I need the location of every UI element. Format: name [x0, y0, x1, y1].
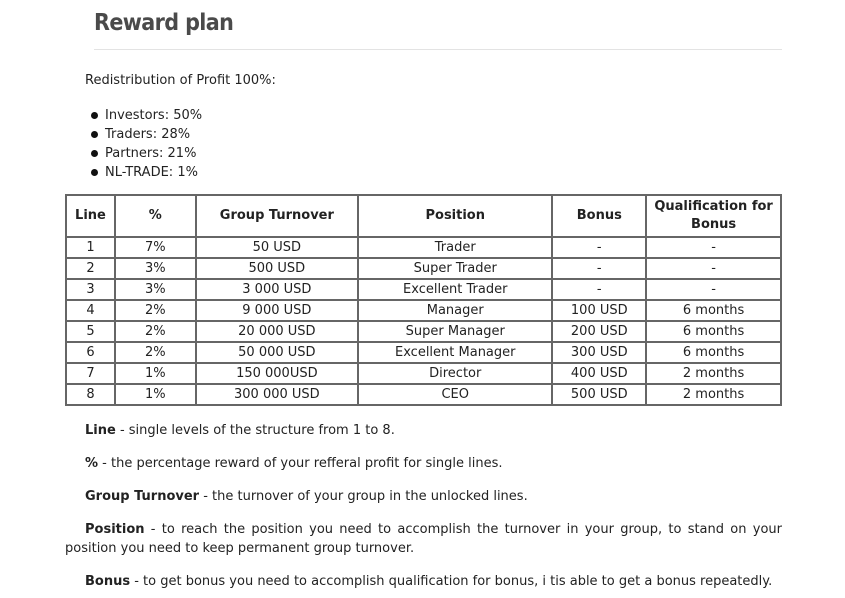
cell-line: 8	[65, 383, 116, 406]
cell-bonus: 100 USD	[551, 299, 648, 322]
cell-percent: 2%	[113, 320, 197, 343]
cell-position: CEO	[357, 383, 554, 406]
title-divider	[94, 49, 782, 50]
cell-group-turnover: 3 000 USD	[194, 278, 360, 301]
definition-text: - to reach the position you need to acco…	[65, 522, 782, 556]
cell-percent: 1%	[113, 362, 197, 385]
definition-text: - single levels of the structure from 1 …	[115, 423, 395, 438]
table-row: 4 2% 9 000 USD Manager 100 USD 6 months	[65, 299, 782, 322]
cell-qualification: -	[645, 236, 782, 259]
cell-bonus: 500 USD	[551, 383, 648, 406]
table-row: 3 3% 3 000 USD Excellent Trader - -	[65, 278, 782, 301]
cell-group-turnover: 50 USD	[194, 236, 360, 259]
cell-bonus: 400 USD	[551, 362, 648, 385]
cell-bonus: -	[551, 236, 648, 259]
column-header-group-turnover: Group Turnover	[194, 194, 360, 238]
definition-text: - to get bonus you need to accomplish qu…	[130, 574, 773, 589]
table-row: 1 7% 50 USD Trader - -	[65, 236, 782, 259]
column-header-position: Position	[357, 194, 554, 238]
table-row: 5 2% 20 000 USD Super Manager 200 USD 6 month…	[65, 320, 782, 343]
table-row: 2 3% 500 USD Super Trader - -	[65, 257, 782, 280]
list-item: Partners: 21%	[85, 144, 202, 163]
cell-position: Manager	[357, 299, 554, 322]
cell-group-turnover: 50 000 USD	[194, 341, 360, 364]
cell-line: 3	[65, 278, 116, 301]
definitions: Line - single levels of the structure fr…	[65, 421, 782, 591]
cell-qualification: 6 months	[645, 299, 782, 322]
cell-bonus: -	[551, 257, 648, 280]
cell-position: Super Trader	[357, 257, 554, 280]
table-header-row: Line % Group Turnover Position Bonus Qua…	[65, 194, 782, 238]
column-header-line: Line	[65, 194, 116, 238]
cell-percent: 1%	[113, 383, 197, 406]
cell-line: 6	[65, 341, 116, 364]
list-item: NL-TRADE: 1%	[85, 163, 202, 182]
cell-bonus: 300 USD	[551, 341, 648, 364]
intro-text: Redistribution of Profit 100%:	[85, 73, 276, 88]
cell-group-turnover: 9 000 USD	[194, 299, 360, 322]
cell-group-turnover: 300 000 USD	[194, 383, 360, 406]
distribution-list: Investors: 50% Traders: 28% Partners: 21…	[85, 106, 202, 182]
list-item: Traders: 28%	[85, 125, 202, 144]
cell-percent: 3%	[113, 278, 197, 301]
column-header-percent: %	[113, 194, 197, 238]
cell-percent: 3%	[113, 257, 197, 280]
definition-term: Line	[85, 423, 116, 438]
definition-position: Position - to reach the position you nee…	[65, 520, 782, 558]
cell-position: Director	[357, 362, 554, 385]
cell-position: Excellent Trader	[357, 278, 554, 301]
cell-percent: 2%	[113, 299, 197, 322]
definition-percent: % - the percentage reward of your reffer…	[65, 454, 782, 473]
table-row: 7 1% 150 000USD Director 400 USD 2 months	[65, 362, 782, 385]
definition-line: Line - single levels of the structure fr…	[65, 421, 782, 440]
table-row: 6 2% 50 000 USD Excellent Manager 300 USD 6 m…	[65, 341, 782, 364]
cell-percent: 2%	[113, 341, 197, 364]
list-item: Investors: 50%	[85, 106, 202, 125]
cell-percent: 7%	[113, 236, 197, 259]
cell-line: 7	[65, 362, 116, 385]
reward-plan-table: Line % Group Turnover Position Bonus Qua…	[65, 194, 782, 406]
definition-term: %	[85, 456, 99, 471]
column-header-bonus: Bonus	[551, 194, 648, 238]
cell-position: Super Manager	[357, 320, 554, 343]
cell-position: Excellent Manager	[357, 341, 554, 364]
definition-bonus: Bonus - to get bonus you need to accompl…	[65, 572, 782, 591]
cell-qualification: 2 months	[645, 383, 782, 406]
cell-qualification: 2 months	[645, 362, 782, 385]
definition-term: Position	[85, 522, 145, 537]
definition-term: Group Turnover	[85, 489, 200, 504]
cell-bonus: -	[551, 278, 648, 301]
cell-qualification: 6 months	[645, 341, 782, 364]
cell-line: 5	[65, 320, 116, 343]
definition-term: Bonus	[85, 574, 131, 589]
cell-group-turnover: 20 000 USD	[194, 320, 360, 343]
cell-qualification: -	[645, 278, 782, 301]
definition-text: - the percentage reward of your refferal…	[98, 456, 503, 471]
cell-qualification: 6 months	[645, 320, 782, 343]
page-title: Reward plan	[94, 10, 234, 36]
cell-line: 1	[65, 236, 116, 259]
cell-line: 4	[65, 299, 116, 322]
column-header-qualification: Qualification for Bonus	[645, 194, 782, 238]
cell-qualification: -	[645, 257, 782, 280]
cell-group-turnover: 500 USD	[194, 257, 360, 280]
cell-group-turnover: 150 000USD	[194, 362, 360, 385]
cell-bonus: 200 USD	[551, 320, 648, 343]
definition-group-turnover: Group Turnover - the turnover of your gr…	[65, 487, 782, 506]
cell-position: Trader	[357, 236, 554, 259]
table-row: 8 1% 300 000 USD CEO 500 USD 2 months	[65, 383, 782, 406]
definition-text: - the turnover of your group in the unlo…	[199, 489, 528, 504]
cell-line: 2	[65, 257, 116, 280]
table-body: 1 7% 50 USD Trader - -2 3% 500 USD Super Trader -…	[65, 236, 782, 406]
